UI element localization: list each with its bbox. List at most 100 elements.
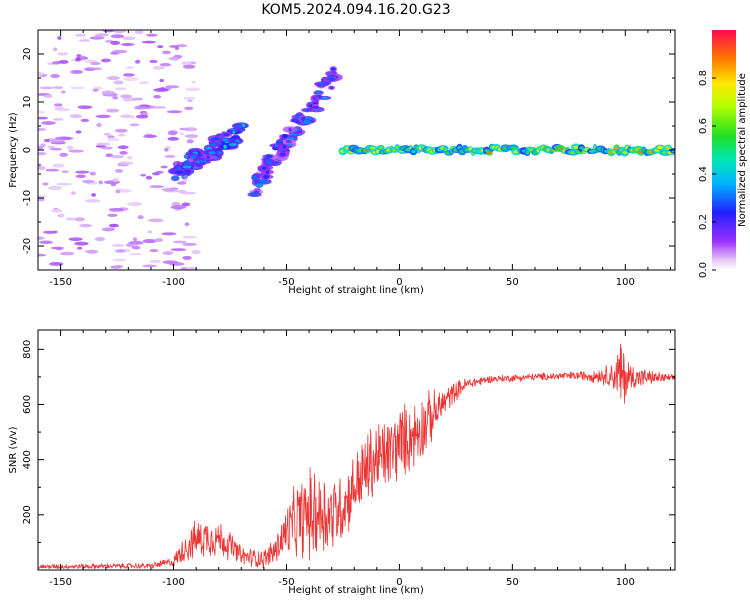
spectrogram-y-ticks: -20 -10 0 10 20 — [22, 29, 675, 271]
heatmap-cell — [47, 145, 56, 149]
heatmap-cell — [184, 222, 190, 227]
heatmap-cell — [108, 223, 119, 228]
heatmap-cell — [38, 165, 46, 171]
heatmap-cell — [69, 114, 83, 119]
heatmap-cell — [162, 251, 174, 256]
heatmap-cell — [149, 249, 159, 253]
heatmap-cell — [112, 178, 120, 183]
heatmap-cell — [146, 33, 158, 37]
heatmap-cell — [159, 62, 172, 67]
colorbar-tick-label: 0.2 — [698, 214, 709, 230]
y-tick-label: 200 — [22, 505, 33, 524]
heatmap-cell — [52, 86, 64, 90]
heatmap-cell — [120, 114, 132, 119]
heatmap-cell — [38, 110, 46, 114]
heatmap-cell — [100, 58, 111, 63]
heatmap-cell — [84, 249, 99, 254]
heatmap-cell — [43, 94, 53, 98]
heatmap-cell — [117, 145, 129, 150]
heatmap-cell — [173, 161, 179, 166]
heatmap-cell — [134, 106, 148, 110]
heatmap-cell — [525, 151, 530, 155]
heatmap-cell — [141, 40, 157, 44]
heatmap-cell — [184, 134, 199, 139]
heatmap-cell — [57, 36, 62, 40]
heatmap-cell — [330, 67, 336, 71]
y-tick-label: 10 — [22, 96, 33, 109]
heatmap-cell — [68, 149, 84, 153]
snr-x-label: Height of straight line (km) — [288, 585, 424, 596]
heatmap-cell — [65, 217, 76, 221]
heatmap-cell — [275, 140, 284, 144]
y-tick-label: 400 — [22, 450, 33, 469]
y-tick-label: 800 — [22, 340, 33, 359]
heatmap-cell — [80, 118, 90, 122]
snr-y-label: SNR (v/v) — [8, 426, 19, 473]
heatmap-cell — [123, 77, 139, 81]
heatmap-cell — [164, 147, 169, 152]
heatmap-cell — [265, 160, 273, 165]
heatmap-cell — [329, 86, 334, 90]
colorbar-label: Normalized spectral amplitude — [737, 73, 748, 227]
heatmap-cell — [114, 87, 127, 91]
colorbar-tick-label: 0.4 — [698, 166, 709, 182]
heatmap-cell — [129, 123, 140, 127]
heatmap-cell — [70, 191, 77, 195]
heatmap-cell — [183, 96, 196, 100]
heatmap-cell — [302, 120, 312, 125]
heatmap-cell — [149, 185, 165, 189]
heatmap-cell — [182, 255, 192, 260]
heatmap-cell — [115, 189, 121, 194]
heatmap-cell — [326, 77, 336, 81]
heatmap-cell — [90, 62, 101, 66]
heatmap-cell — [157, 45, 164, 49]
heatmap-cell — [263, 174, 269, 179]
y-tick-label: 0 — [22, 147, 33, 153]
heatmap-cell — [103, 132, 111, 136]
heatmap-cell — [134, 30, 144, 35]
heatmap-cell — [92, 88, 99, 92]
heatmap-cell — [223, 133, 230, 136]
x-tick-label: -50 — [278, 277, 294, 288]
heatmap-cell — [108, 207, 124, 211]
heatmap-cell — [152, 65, 166, 70]
heatmap-cell — [96, 123, 102, 128]
heatmap-cell — [105, 108, 120, 113]
heatmap-cell — [57, 52, 69, 56]
heatmap-cell — [170, 205, 187, 210]
heatmap-cell — [38, 236, 45, 240]
heatmap-cell — [164, 154, 176, 158]
heatmap-cell — [161, 232, 177, 236]
heatmap-cell — [94, 33, 109, 37]
heatmap-cell — [122, 73, 135, 77]
heatmap-cell — [176, 181, 187, 185]
heatmap-cell — [98, 180, 103, 185]
heatmap-cell — [129, 114, 136, 120]
heatmap-cell — [285, 139, 292, 144]
heatmap-cell — [39, 86, 55, 90]
heatmap-cell — [51, 208, 63, 213]
heatmap-cell — [142, 238, 157, 244]
heatmap-cell — [282, 133, 288, 139]
heatmap-cell — [181, 202, 191, 207]
heatmap-cells — [38, 30, 675, 270]
heatmap-cell — [78, 39, 91, 42]
heatmap-cell — [182, 165, 192, 169]
heatmap-cell — [172, 240, 187, 244]
heatmap-cell — [184, 106, 194, 111]
snr-y-ticks: 200 400 600 800 — [22, 340, 675, 543]
heatmap-cell — [229, 142, 238, 147]
x-tick-label: -150 — [49, 577, 72, 588]
heatmap-cell — [114, 249, 126, 253]
heatmap-cell — [255, 183, 264, 187]
heatmap-cell — [182, 64, 196, 69]
heatmap-cell — [165, 85, 180, 89]
heatmap-cell — [38, 116, 48, 120]
heatmap-cell — [60, 90, 66, 94]
heatmap-cell — [129, 252, 143, 256]
heatmap-cell — [140, 173, 147, 177]
heatmap-cell — [614, 146, 619, 150]
heatmap-cell — [42, 182, 49, 186]
heatmap-cell — [110, 155, 125, 159]
heatmap-cell — [58, 60, 69, 64]
